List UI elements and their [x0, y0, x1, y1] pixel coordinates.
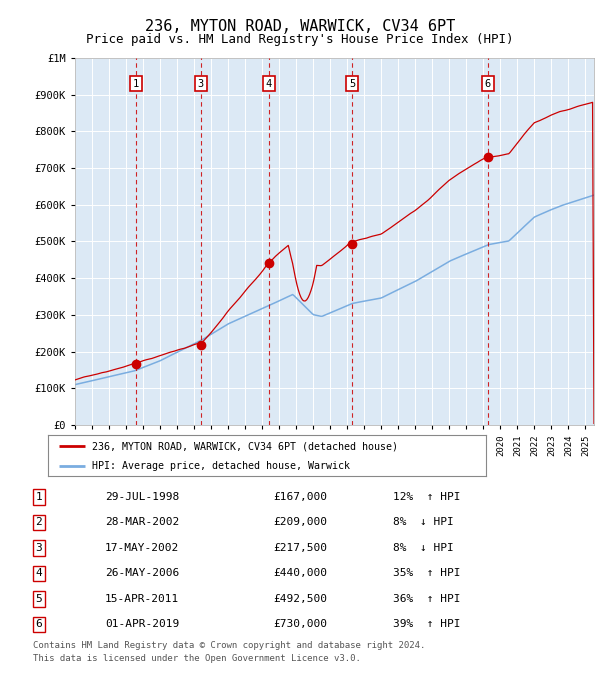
Text: £217,500: £217,500	[273, 543, 327, 553]
Text: 6: 6	[485, 78, 491, 88]
Text: 12%  ↑ HPI: 12% ↑ HPI	[393, 492, 461, 502]
Text: £440,000: £440,000	[273, 568, 327, 578]
Text: 3: 3	[197, 78, 204, 88]
Text: 4: 4	[35, 568, 43, 578]
Text: 236, MYTON ROAD, WARWICK, CV34 6PT (detached house): 236, MYTON ROAD, WARWICK, CV34 6PT (deta…	[92, 441, 398, 452]
Text: 35%  ↑ HPI: 35% ↑ HPI	[393, 568, 461, 578]
Text: 5: 5	[349, 78, 355, 88]
Text: 8%  ↓ HPI: 8% ↓ HPI	[393, 543, 454, 553]
Text: 8%  ↓ HPI: 8% ↓ HPI	[393, 517, 454, 527]
Text: 236, MYTON ROAD, WARWICK, CV34 6PT: 236, MYTON ROAD, WARWICK, CV34 6PT	[145, 19, 455, 34]
Text: 39%  ↑ HPI: 39% ↑ HPI	[393, 619, 461, 629]
Text: Contains HM Land Registry data © Crown copyright and database right 2024.: Contains HM Land Registry data © Crown c…	[33, 641, 425, 650]
Text: 36%  ↑ HPI: 36% ↑ HPI	[393, 594, 461, 604]
Text: 5: 5	[35, 594, 43, 604]
Text: £209,000: £209,000	[273, 517, 327, 527]
Text: 6: 6	[35, 619, 43, 629]
Text: 3: 3	[35, 543, 43, 553]
Text: 01-APR-2019: 01-APR-2019	[105, 619, 179, 629]
Text: HPI: Average price, detached house, Warwick: HPI: Average price, detached house, Warw…	[92, 461, 350, 471]
Text: £167,000: £167,000	[273, 492, 327, 502]
Text: This data is licensed under the Open Government Licence v3.0.: This data is licensed under the Open Gov…	[33, 654, 361, 663]
Text: 26-MAY-2006: 26-MAY-2006	[105, 568, 179, 578]
Text: Price paid vs. HM Land Registry's House Price Index (HPI): Price paid vs. HM Land Registry's House …	[86, 33, 514, 46]
Text: 17-MAY-2002: 17-MAY-2002	[105, 543, 179, 553]
Text: 1: 1	[133, 78, 139, 88]
Text: 1: 1	[35, 492, 43, 502]
Text: 15-APR-2011: 15-APR-2011	[105, 594, 179, 604]
Text: 29-JUL-1998: 29-JUL-1998	[105, 492, 179, 502]
Text: £492,500: £492,500	[273, 594, 327, 604]
Text: 2: 2	[35, 517, 43, 527]
Text: £730,000: £730,000	[273, 619, 327, 629]
Text: 28-MAR-2002: 28-MAR-2002	[105, 517, 179, 527]
Text: 4: 4	[266, 78, 272, 88]
